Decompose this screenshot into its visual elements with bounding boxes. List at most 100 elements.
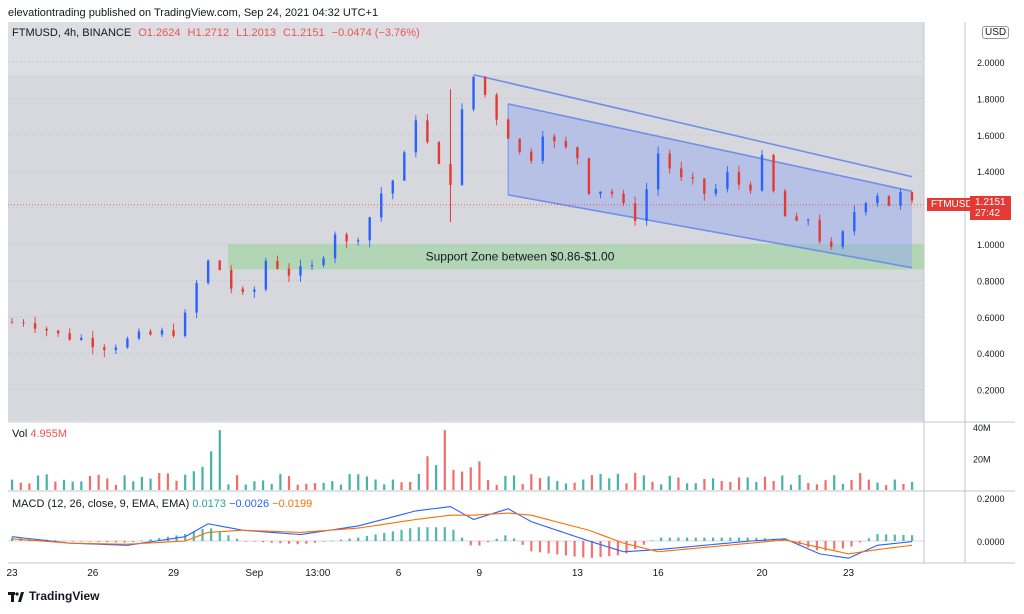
macd-histogram-bar [660, 537, 663, 541]
macd-legend: MACD (12, 26, close, 9, EMA, EMA) 0.0173… [12, 498, 312, 510]
macd-histogram-bar [80, 541, 83, 542]
macd-line [11, 506, 913, 559]
volume-bar [348, 474, 351, 490]
macd-histogram-bar [400, 529, 403, 541]
volume-bar [902, 483, 905, 490]
price-tick-label-7: 1.6000 [977, 131, 1005, 141]
macd-histogram-bar [564, 541, 568, 556]
volume-bar [253, 481, 256, 490]
symbol-legend: FTMUSD, 4h, BINANCE O1.2624 H1.2712 L1.2… [12, 27, 424, 39]
volume-bar [876, 482, 879, 490]
volume-bar [824, 480, 827, 490]
last-price: 1.2151 [975, 197, 1006, 208]
volume-label: Vol [12, 428, 28, 440]
macd-histogram-bar [322, 541, 325, 542]
candle-body [472, 76, 475, 110]
macd-histogram-bar [132, 541, 135, 542]
macd-histogram-bar [383, 532, 386, 541]
volume-bar [486, 480, 490, 490]
macd-histogram-bar [305, 541, 308, 544]
candle-body [264, 260, 268, 290]
macd-histogram-bar [443, 527, 446, 541]
candle-body [149, 331, 152, 335]
volume-bar [417, 473, 420, 490]
volume-bar [279, 474, 282, 490]
volume-bar [11, 479, 14, 490]
macd-histogram-bar [478, 541, 481, 546]
volume-bar [746, 477, 749, 490]
x-tick-label-2: 29 [168, 568, 180, 579]
change-value: −0.0474 (−3.76%) [331, 27, 420, 39]
candle-body [772, 154, 775, 192]
volume-bar [625, 483, 628, 490]
volume-bar [296, 484, 299, 490]
macd-histogram-bar [876, 534, 879, 541]
volume-bar [789, 484, 793, 490]
currency-badge[interactable]: USD [982, 26, 1010, 39]
macd-histogram-bar [452, 529, 455, 541]
volume-bar [616, 473, 619, 490]
volume-bar [80, 481, 83, 490]
volume-bar [737, 477, 741, 490]
candle-body [218, 260, 221, 271]
volume-bar [313, 483, 317, 490]
volume-value: 4.955M [30, 428, 68, 440]
macd-histogram-bar [711, 537, 715, 541]
upper-channel-line [473, 73, 913, 178]
candle-body [818, 219, 821, 242]
volume-bar [660, 484, 663, 490]
macd-histogram-bar [106, 541, 109, 543]
candle-body [91, 337, 94, 348]
volume-bar [62, 479, 66, 490]
candle-body [68, 333, 71, 340]
macd-histogram-bar [590, 541, 594, 558]
macd-label: MACD (12, 26, close, 9, EMA, EMA) [12, 498, 190, 510]
close-value: C1.2151 [283, 27, 325, 39]
volume-bar [711, 478, 715, 490]
macd-histogram-bar [677, 537, 680, 541]
candle-body [876, 195, 879, 204]
macd-histogram-bar [391, 531, 394, 541]
volume-bar [798, 474, 801, 490]
x-tick-label-4: 13:00 [305, 568, 330, 579]
channel-fill [508, 103, 912, 268]
volume-bar [469, 467, 472, 490]
macd-histogram-bar [573, 541, 576, 557]
candle-body [287, 268, 291, 276]
macd-histogram-bar [374, 534, 377, 541]
volume-bar [911, 481, 914, 490]
candle-body [45, 328, 48, 331]
lower-channel-line [508, 194, 913, 269]
price-tick-label-4: 1.0000 [977, 240, 1005, 250]
macd-histogram-bar [547, 541, 550, 554]
candle-body [830, 241, 833, 247]
x-tick-label-10: 23 [843, 568, 855, 579]
candle-body [668, 153, 671, 169]
macd-histogram-bar [885, 534, 888, 541]
tradingview-brand[interactable]: TradingView [8, 589, 99, 603]
volume-bar [331, 481, 334, 490]
candle-body [114, 347, 118, 351]
volume-bar [651, 481, 654, 490]
candle-body [599, 191, 602, 194]
volume-bar [210, 451, 213, 490]
macd-histogram-bar [521, 541, 524, 545]
candle-body [437, 142, 441, 164]
macd-histogram-bar [253, 541, 256, 542]
macd-histogram-bar [608, 541, 611, 557]
macd-histogram-bar [893, 534, 896, 541]
macd-histogram-bar [911, 535, 914, 541]
macd-histogram-bar [815, 541, 819, 551]
volume-bar [184, 474, 187, 490]
volume-bar [244, 484, 247, 490]
volume-bar [45, 474, 48, 490]
candle-body [887, 195, 891, 206]
candle-body [80, 337, 83, 340]
volume-bar [236, 475, 239, 490]
volume-bar [270, 483, 273, 490]
volume-bar [859, 473, 862, 490]
volume-bar [573, 482, 576, 490]
macd-histogram-bar [236, 538, 239, 541]
volume-bar [88, 475, 92, 490]
